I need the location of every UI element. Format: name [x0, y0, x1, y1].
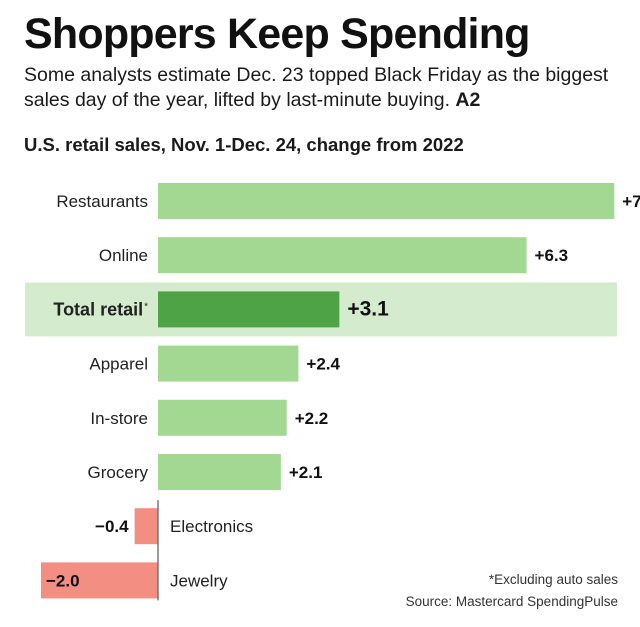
category-label-online: Online [99, 246, 148, 265]
headline: Shoppers Keep Spending [24, 10, 530, 58]
footnote-note: *Excluding auto sales [488, 572, 618, 587]
value-label-electronics: −0.4 [95, 517, 129, 536]
bar-apparel [158, 345, 299, 382]
bar-restaurants [158, 183, 615, 219]
category-label-jewelry: Jewelry [170, 571, 228, 590]
footnote-marker: * [144, 301, 148, 312]
category-label-in-store: In-store [90, 409, 148, 428]
value-label-restaurants: +7.8% [622, 192, 640, 211]
bar-jewelry [41, 562, 158, 599]
dek-text: Some analysts estimate Dec. 23 topped Bl… [24, 64, 609, 111]
category-label-electronics: Electronics [170, 517, 253, 536]
value-label-in-store: +2.2 [295, 409, 329, 428]
bar-in-store [158, 399, 287, 436]
bar-total-retail [158, 291, 340, 328]
category-label-restaurants: Restaurants [56, 192, 148, 211]
bar-grocery [158, 454, 281, 490]
value-label-grocery: +2.1 [289, 463, 323, 482]
chart-title: U.S. retail sales, Nov. 1-Dec. 24, chang… [24, 134, 464, 155]
dek: Some analysts estimate Dec. 23 topped Bl… [24, 63, 624, 113]
value-label-apparel: +2.4 [306, 355, 340, 374]
bar-electronics [134, 508, 158, 545]
category-label-grocery: Grocery [88, 463, 149, 482]
category-label-apparel: Apparel [89, 355, 148, 374]
value-label-jewelry: −2.0 [46, 571, 80, 590]
dek-page-reference: A2 [455, 89, 481, 111]
bar-online [158, 237, 527, 274]
footnote-source: Source: Mastercard SpendingPulse [405, 594, 618, 609]
value-label-total-retail: +3.1 [347, 297, 389, 320]
category-label-total-retail: Total retail* [53, 299, 148, 319]
value-label-online: +6.3 [535, 246, 569, 265]
